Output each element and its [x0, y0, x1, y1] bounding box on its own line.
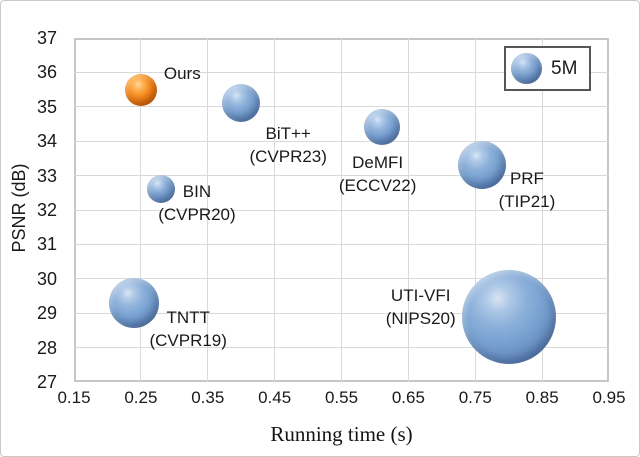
- point-label-tntt: TNTT (CVPR19): [149, 307, 227, 350]
- x-tick-label: 0.75: [458, 388, 492, 407]
- bubble-ours: [124, 73, 157, 106]
- y-tick-label: 33: [36, 165, 57, 186]
- y-tick-label: 27: [36, 372, 57, 392]
- point-label-ours: Ours: [163, 63, 201, 83]
- x-tick-label: 0.25: [124, 388, 158, 407]
- point-label-bin: BIN (CVPR20): [158, 182, 236, 225]
- x-tick-label: 0.45: [258, 388, 292, 407]
- bubble-prf: [457, 141, 506, 190]
- gridline-vertical: [541, 38, 543, 382]
- point-label-bit++: BiT++ (CVPR23): [249, 124, 327, 167]
- x-tick-label: 0.95: [592, 388, 626, 407]
- bubble-uti-vfi: [461, 269, 556, 364]
- bubble-tntt: [109, 277, 160, 328]
- point-label-uti-vfi: UTI-VFI (NIPS20): [385, 285, 456, 328]
- x-axis-title: Running time (s): [270, 422, 413, 446]
- legend-label: 5M: [551, 57, 578, 79]
- gridline-vertical: [407, 38, 409, 382]
- legend-bubble-icon: [511, 53, 542, 84]
- y-tick-label: 28: [36, 337, 57, 358]
- point-label-prf: PRF (TIP21): [498, 169, 556, 212]
- gridline-vertical: [207, 38, 209, 382]
- x-tick-label: 0.35: [191, 388, 225, 407]
- gridline-vertical: [341, 38, 342, 382]
- gridline-vertical: [140, 38, 142, 382]
- legend: 5M: [504, 46, 591, 91]
- x-tick-label: 0.65: [391, 388, 425, 407]
- bubble-bin: [146, 175, 175, 204]
- y-tick-label: 32: [36, 200, 57, 220]
- y-tick-label: 30: [36, 268, 57, 289]
- gridline-vertical: [474, 38, 476, 382]
- y-tick-label: 31: [36, 234, 57, 255]
- y-tick-label: 37: [36, 28, 57, 48]
- bubble-bit++: [222, 84, 261, 123]
- y-tick-label: 29: [36, 303, 57, 324]
- point-label-demfi: DeMFI (ECCV22): [338, 153, 417, 196]
- bubble-demfi: [363, 109, 400, 146]
- y-tick-label: 36: [36, 62, 57, 83]
- x-tick-label: 0.55: [324, 388, 359, 407]
- y-tick-label: 34: [36, 131, 57, 152]
- x-tick-label: 0.15: [57, 388, 91, 407]
- x-tick-label: 0.85: [525, 388, 559, 407]
- gridline-vertical: [274, 38, 276, 382]
- y-tick-label: 35: [36, 96, 57, 117]
